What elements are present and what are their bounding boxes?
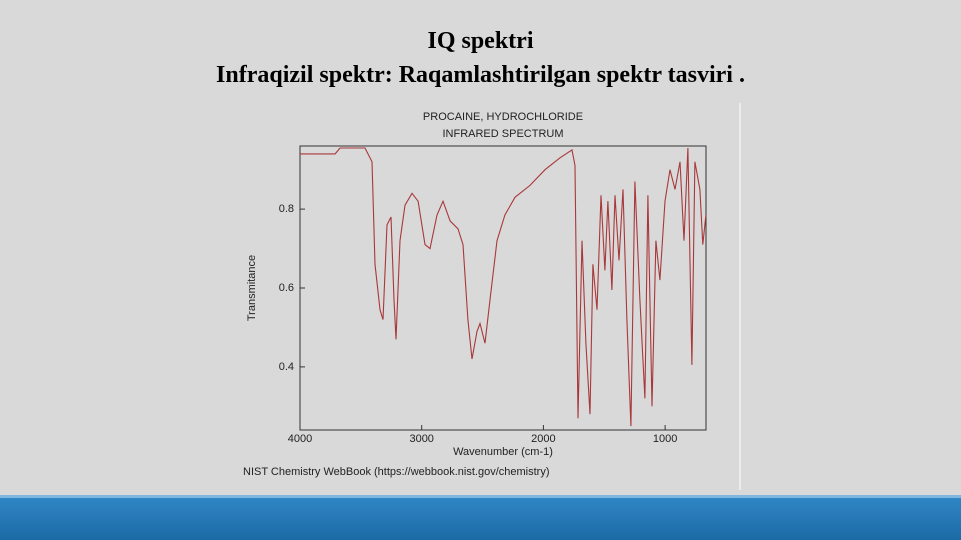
y-tick-label: 0.6 xyxy=(279,282,294,294)
x-tick-label: 1000 xyxy=(653,433,677,445)
chart-title: PROCAINE, HYDROCHLORIDE xyxy=(423,111,583,123)
x-axis-label: Wavenumber (cm-1) xyxy=(453,446,553,458)
slide-title: IQ spektri xyxy=(427,28,534,54)
x-tick-label: 4000 xyxy=(288,433,312,445)
slide-subtitle: Infraqizil spektr: Raqamlashtirilgan spe… xyxy=(216,62,745,88)
x-tick-label: 3000 xyxy=(409,433,433,445)
footer-stripe xyxy=(0,495,961,498)
y-tick-label: 0.4 xyxy=(279,361,294,373)
x-tick-label: 2000 xyxy=(531,433,555,445)
source: NIST Chemistry WebBook (https://webbook.… xyxy=(243,466,549,478)
footer-bar xyxy=(0,498,961,540)
spectrum-line xyxy=(300,147,707,427)
chart-subtitle: INFRARED SPECTRUM xyxy=(442,128,563,140)
y-tick-label: 0.8 xyxy=(279,203,294,215)
y-axis-label: Transmitance xyxy=(246,255,258,321)
